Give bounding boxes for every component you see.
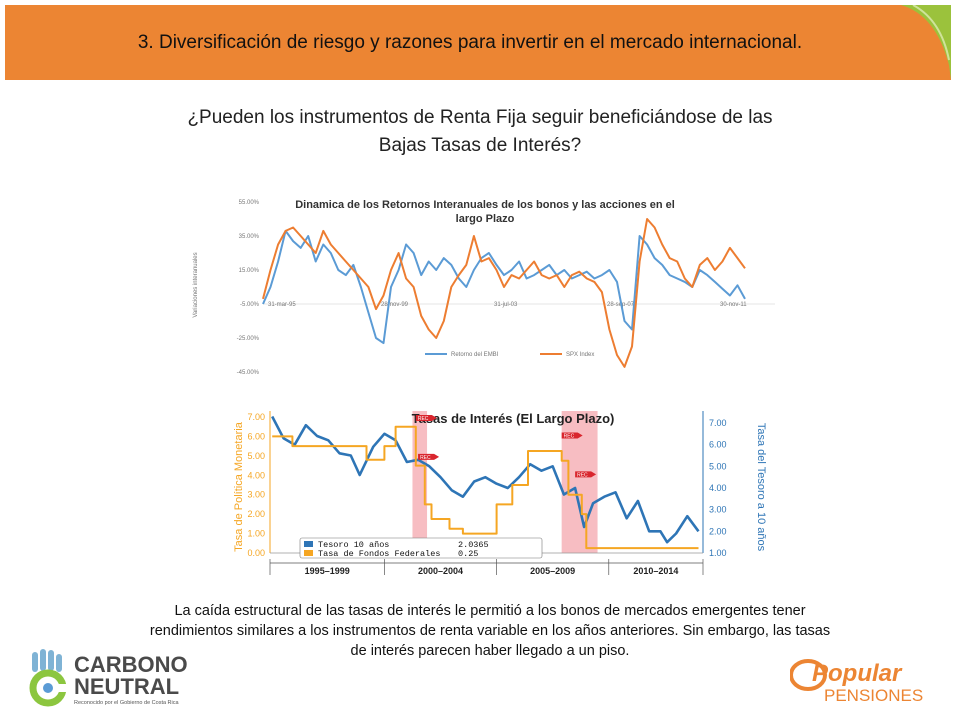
y-tick-label: -5.00% — [240, 302, 260, 308]
recession-flag: REC — [575, 471, 597, 478]
svg-text:REC: REC — [418, 416, 429, 422]
right-tick-label: 5.00 — [709, 461, 727, 471]
y-axis-label: Variaciones interanuales — [193, 252, 199, 317]
legend-label: SPX Index — [566, 352, 594, 358]
period-label: 2000–2004 — [418, 566, 463, 576]
svg-text:REC: REC — [420, 455, 431, 461]
left-tick-label: 1.00 — [247, 529, 265, 539]
logo-pensiones: PENSIONES — [824, 686, 923, 705]
leaf-decoration-icon — [901, 5, 951, 80]
logo-carbono: CARBONO — [74, 652, 188, 677]
series-line — [272, 425, 699, 550]
x-tick-label: 28-nov-99 — [381, 302, 409, 308]
svg-text:REC: REC — [577, 472, 588, 478]
slide-caption: La caída estructural de las tasas de int… — [80, 601, 900, 661]
series-line — [271, 415, 700, 544]
caption-line-2: rendimientos similares a los instrumento… — [149, 623, 831, 639]
period-label: 2005–2009 — [530, 566, 575, 576]
header-banner: 3. Diversificación de riesgo y razones p… — [5, 5, 951, 80]
caption-line-1: La caída estructural de las tasas de int… — [174, 603, 806, 619]
right-tick-label: 6.00 — [709, 440, 727, 450]
logo-popular: Popular — [812, 660, 903, 687]
recession-flag: REC — [418, 453, 440, 461]
x-tick-label: 30-nov-11 — [720, 302, 747, 308]
legend-swatch — [304, 541, 313, 547]
x-tick-label: 31-mar-95 — [268, 302, 296, 308]
subtitle-line-2: Bajas Tasas de Interés? — [378, 135, 582, 156]
subtitle-line-1: ¿Pueden los instrumentos de Renta Fija s… — [187, 107, 773, 128]
series-line — [262, 218, 746, 368]
right-tick-label: 2.00 — [709, 526, 727, 536]
hand-icon — [29, 649, 68, 707]
series-line — [262, 229, 746, 345]
left-tick-label: 0.00 — [247, 548, 265, 558]
period-label: 2010–2014 — [633, 566, 678, 576]
legend-box — [299, 537, 543, 559]
legend-value: 2.0365 — [458, 540, 489, 550]
interest-rates-chart-svg: Tasas de Interés (El Largo Plazo) Tasa d… — [233, 411, 767, 576]
x-tick-label: 31-jul-03 — [494, 302, 518, 308]
legend-value: 0.25 — [458, 549, 478, 559]
interest-rates-chart: Tasas de Interés (El Largo Plazo) Tasa d… — [228, 405, 773, 577]
period-label: 1995–1999 — [305, 566, 350, 576]
returns-chart-svg: Dinamica de los Retornos Interanuales de… — [193, 199, 775, 376]
logo-neutral: NEUTRAL — [74, 674, 179, 699]
y-tick-label: -25.00% — [237, 336, 260, 342]
swoosh-icon — [789, 659, 827, 691]
right-tick-label: 3.00 — [709, 505, 727, 515]
svg-text:REC: REC — [564, 434, 575, 440]
left-tick-label: 2.00 — [247, 509, 265, 519]
y-tick-label: 55.00% — [239, 200, 260, 206]
y-tick-label: 35.00% — [239, 234, 260, 240]
recession-band — [561, 411, 598, 553]
chart-title-line-2: largo Plazo — [456, 213, 515, 225]
right-tick-label: 1.00 — [709, 548, 727, 558]
page-title: 3. Diversificación de riesgo y razones p… — [137, 32, 803, 53]
left-tick-label: 3.00 — [247, 490, 265, 500]
legend-swatch — [304, 550, 313, 556]
right-tick-label: 7.00 — [709, 418, 727, 428]
caption-line-3: de interés parecen haber llegado a un pi… — [350, 643, 630, 659]
legend-label: Tasa de Fondos Federales — [318, 549, 440, 559]
right-tick-label: 4.00 — [709, 483, 727, 493]
legend-label: Retorno del EMBI — [451, 352, 499, 358]
chart-title: Tasas de Interés (El Largo Plazo) — [412, 411, 615, 426]
popular-pensiones-logo: Popular PENSIONES — [789, 655, 950, 710]
returns-chart: Dinamica de los Retornos Interanuales de… — [185, 190, 780, 380]
left-tick-label: 6.00 — [247, 431, 265, 441]
logo-subtext: Reconocido por el Gobierno de Costa Rica — [74, 700, 180, 706]
y-tick-label: 15.00% — [239, 268, 260, 274]
recession-flag: REC — [561, 432, 583, 440]
left-axis-label: Tasa de Política Monetaria — [233, 421, 245, 552]
legend-label: Tesoro 10 años — [318, 540, 389, 550]
carbono-neutral-logo: CARBONO NEUTRAL Reconocido por el Gobier… — [28, 648, 208, 715]
left-tick-label: 4.00 — [247, 470, 265, 480]
left-tick-label: 7.00 — [247, 412, 265, 422]
slide-subtitle: ¿Pueden los instrumentos de Renta Fija s… — [130, 104, 830, 160]
left-tick-label: 5.00 — [247, 451, 265, 461]
right-axis-label: Tasa del Tesoro a 10 años — [755, 423, 767, 552]
chart-title-line-1: Dinamica de los Retornos Interanuales de… — [295, 199, 675, 211]
recession-flag: REC — [415, 415, 437, 422]
y-tick-label: -45.00% — [237, 370, 260, 376]
